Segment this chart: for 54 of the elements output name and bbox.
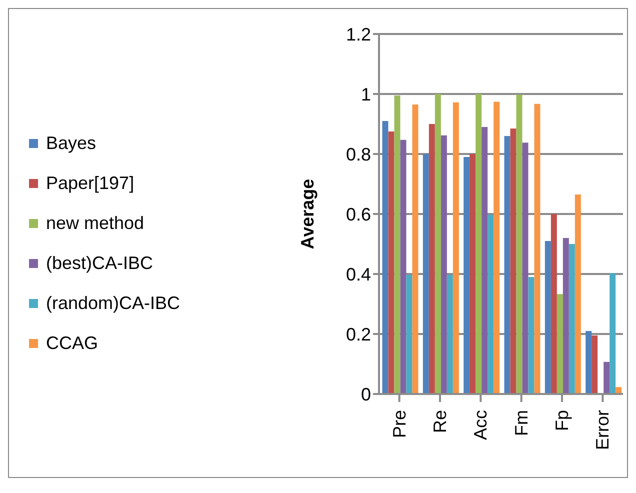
bar [528,277,534,394]
x-tick-label: Fp [552,410,572,432]
y-axis-title: Average [297,178,318,250]
bar [422,154,429,394]
legend-label: CCAG [46,332,98,354]
bar [568,244,575,394]
bar [476,94,482,394]
x-tick-label: Fm [511,410,532,436]
bar [550,214,557,394]
x-tick-label: Re [430,410,450,434]
bar [464,157,470,394]
bar [504,136,510,394]
bar [586,331,592,394]
y-tick-label: 0.8 [346,144,371,164]
x-tick-label: Error [592,410,613,450]
bar [522,142,528,394]
bar [440,135,447,394]
bar [382,121,388,394]
bar [534,104,540,394]
y-tick-label: 0.4 [346,264,371,284]
bar [494,102,500,394]
y-tick-label: 1 [360,84,371,104]
bar [452,102,459,394]
bar [610,273,616,394]
x-tick-label: Pre [389,410,410,438]
bar [446,274,453,394]
y-tick-label: 0.6 [346,204,371,224]
bar [482,127,488,394]
bar [544,241,551,394]
bar [394,96,400,394]
legend-label: Bayes [46,132,96,154]
y-tick-label: 0.2 [346,324,371,344]
legend-label: new method [46,212,144,234]
bar [574,194,581,394]
bar [556,294,563,394]
legend-label: (best)CA-IBC [46,252,154,274]
bar [470,154,476,394]
y-tick-label: 1.2 [346,24,371,44]
bar [412,104,418,394]
bar [388,132,394,394]
x-tick-label: Acc [470,410,491,440]
bar [434,94,441,394]
bar [516,94,522,394]
bar [592,336,598,394]
bar [488,214,494,394]
bar [604,362,610,394]
bar [406,274,412,394]
legend-label: (random)CA-IBC [46,292,180,314]
legend-label: Paper[197] [46,172,134,194]
y-tick-label: 0 [360,384,371,404]
bar [428,124,435,394]
bar [400,140,406,394]
bar [510,128,516,394]
bar [562,238,569,394]
